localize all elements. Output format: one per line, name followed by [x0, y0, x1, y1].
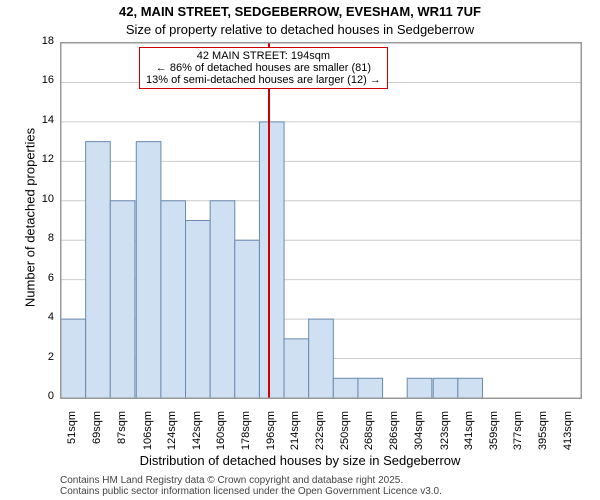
x-tick-label: 142sqm [191, 411, 203, 471]
x-tick-label: 69sqm [91, 411, 103, 471]
legend-line-property: 42 MAIN STREET: 194sqm [146, 50, 381, 62]
y-tick-label: 12 [30, 153, 54, 165]
footer-line2: Contains public sector information licen… [60, 486, 590, 497]
chart-container: 42, MAIN STREET, SEDGEBERROW, EVESHAM, W… [0, 0, 600, 500]
plot-area: 42 MAIN STREET: 194sqm ← 86% of detached… [60, 42, 582, 399]
footer-line1: Contains HM Land Registry data © Crown c… [60, 475, 590, 486]
y-tick-label: 2 [30, 351, 54, 363]
x-tick-label: 124sqm [166, 411, 178, 471]
y-axis-label: Number of detached properties [23, 117, 38, 317]
x-tick-label: 106sqm [142, 411, 154, 471]
chart-title-subtitle: Size of property relative to detached ho… [0, 22, 600, 37]
y-tick-label: 4 [30, 311, 54, 323]
chart-title-address: 42, MAIN STREET, SEDGEBERROW, EVESHAM, W… [0, 4, 600, 19]
x-tick-label: 214sqm [289, 411, 301, 471]
y-tick-label: 16 [30, 74, 54, 86]
x-tick-label: 87sqm [116, 411, 128, 471]
x-tick-label: 268sqm [363, 411, 375, 471]
x-tick-label: 395sqm [537, 411, 549, 471]
x-tick-label: 196sqm [265, 411, 277, 471]
y-tick-label: 8 [30, 232, 54, 244]
legend-line-larger: 13% of semi-detached houses are larger (… [146, 74, 381, 86]
x-tick-label: 178sqm [240, 411, 252, 471]
x-tick-label: 304sqm [413, 411, 425, 471]
x-tick-label: 323sqm [439, 411, 451, 471]
y-tick-label: 0 [30, 390, 54, 402]
y-tick-label: 14 [30, 114, 54, 126]
x-tick-label: 377sqm [512, 411, 524, 471]
legend-line-smaller: ← 86% of detached houses are smaller (81… [146, 62, 381, 74]
y-tick-label: 6 [30, 272, 54, 284]
marker-legend-box: 42 MAIN STREET: 194sqm ← 86% of detached… [139, 47, 388, 89]
x-tick-label: 286sqm [388, 411, 400, 471]
y-tick-label: 10 [30, 193, 54, 205]
attribution-footer: Contains HM Land Registry data © Crown c… [60, 475, 590, 497]
x-tick-label: 250sqm [339, 411, 351, 471]
x-tick-label: 51sqm [66, 411, 78, 471]
x-tick-label: 413sqm [562, 411, 574, 471]
x-tick-label: 232sqm [314, 411, 326, 471]
x-tick-label: 160sqm [215, 411, 227, 471]
y-tick-label: 18 [30, 35, 54, 47]
chart-svg [61, 43, 581, 398]
x-tick-label: 359sqm [488, 411, 500, 471]
x-tick-label: 341sqm [463, 411, 475, 471]
